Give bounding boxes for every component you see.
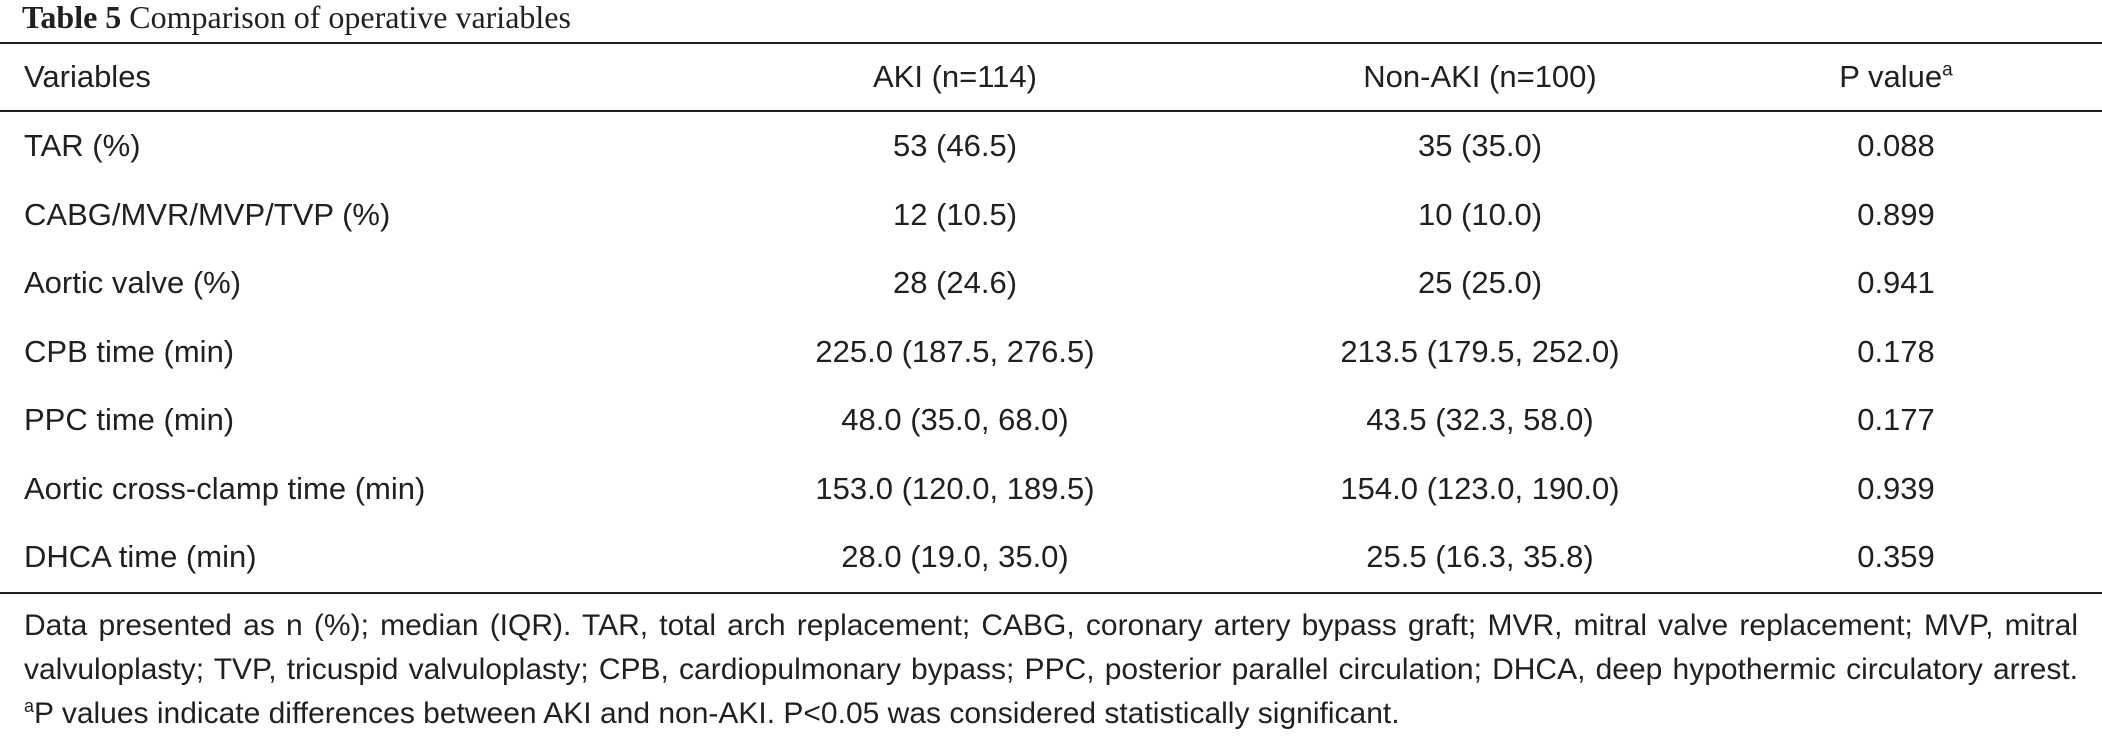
cell-variable: CPB time (min) bbox=[24, 333, 235, 369]
table-header-row: Variables AKI (n=114) Non-AKI (n=100) P … bbox=[0, 43, 2102, 111]
table-caption-text: Comparison of operative variables bbox=[129, 0, 571, 35]
header-non-aki: Non-AKI (n=100) bbox=[1363, 59, 1597, 94]
footnote-text-part1: Data presented as n (%); median (IQR). T… bbox=[24, 609, 2078, 686]
header-aki: AKI (n=114) bbox=[873, 59, 1037, 94]
table-row: Aortic cross-clamp time (min) 153.0 (120… bbox=[0, 455, 2102, 524]
cell-p-value: 0.088 bbox=[1857, 128, 1935, 164]
cell-variable: Aortic valve (%) bbox=[24, 265, 242, 301]
cell-p-value: 0.359 bbox=[1857, 539, 1935, 575]
cell-aki: 12 (10.5) bbox=[892, 196, 1018, 232]
cell-variable: CABG/MVR/MVP/TVP (%) bbox=[24, 196, 391, 232]
cell-p-value: 0.939 bbox=[1857, 470, 1935, 506]
table-row: PPC time (min) 48.0 (35.0, 68.0) 43.5 (3… bbox=[0, 386, 2102, 455]
cell-p-value: 0.941 bbox=[1857, 265, 1935, 301]
header-p-value-superscript: a bbox=[1942, 59, 1953, 81]
table-footnote: Data presented as n (%); median (IQR). T… bbox=[24, 604, 2078, 736]
table-caption-label: Table 5 bbox=[22, 0, 122, 35]
footnote-text-part2: P values indicate differences between AK… bbox=[34, 697, 1400, 730]
cell-non-aki: 25.5 (16.3, 35.8) bbox=[1366, 539, 1594, 575]
cell-variable: Aortic cross-clamp time (min) bbox=[24, 470, 426, 506]
table-row: DHCA time (min) 28.0 (19.0, 35.0) 25.5 (… bbox=[0, 523, 2102, 593]
cell-non-aki: 43.5 (32.3, 58.0) bbox=[1366, 402, 1594, 438]
header-p-value: P valuea bbox=[1690, 43, 2102, 111]
cell-aki: 53 (46.5) bbox=[892, 128, 1018, 164]
table-caption: Table 5 Comparison of operative variable… bbox=[22, 0, 571, 34]
table-row: TAR (%) 53 (46.5) 35 (35.0) 0.088 bbox=[0, 111, 2102, 181]
table-row: Aortic valve (%) 28 (24.6) 25 (25.0) 0.9… bbox=[0, 249, 2102, 318]
header-variables: Variables bbox=[24, 59, 151, 94]
cell-variable: TAR (%) bbox=[24, 128, 141, 164]
cell-non-aki: 25 (25.0) bbox=[1417, 265, 1543, 301]
cell-non-aki: 154.0 (123.0, 190.0) bbox=[1340, 470, 1620, 506]
cell-aki: 225.0 (187.5, 276.5) bbox=[815, 333, 1095, 369]
operative-variables-table: Variables AKI (n=114) Non-AKI (n=100) P … bbox=[0, 42, 2102, 594]
cell-non-aki: 10 (10.0) bbox=[1417, 196, 1543, 232]
cell-aki: 28.0 (19.0, 35.0) bbox=[841, 539, 1069, 575]
cell-aki: 48.0 (35.0, 68.0) bbox=[841, 402, 1069, 438]
cell-p-value: 0.178 bbox=[1857, 333, 1935, 369]
cell-non-aki: 35 (35.0) bbox=[1417, 128, 1543, 164]
cell-p-value: 0.899 bbox=[1857, 196, 1935, 232]
cell-aki: 153.0 (120.0, 189.5) bbox=[815, 470, 1095, 506]
cell-non-aki: 213.5 (179.5, 252.0) bbox=[1340, 333, 1620, 369]
table-row: CABG/MVR/MVP/TVP (%) 12 (10.5) 10 (10.0)… bbox=[0, 181, 2102, 250]
cell-aki: 28 (24.6) bbox=[892, 265, 1018, 301]
header-p-value-label: P value bbox=[1839, 59, 1943, 94]
table-row: CPB time (min) 225.0 (187.5, 276.5) 213.… bbox=[0, 318, 2102, 387]
cell-variable: DHCA time (min) bbox=[24, 539, 257, 575]
footnote-superscript: a bbox=[24, 696, 35, 716]
cell-variable: PPC time (min) bbox=[24, 402, 235, 438]
cell-p-value: 0.177 bbox=[1857, 402, 1935, 438]
table-container: Variables AKI (n=114) Non-AKI (n=100) P … bbox=[0, 42, 2102, 594]
